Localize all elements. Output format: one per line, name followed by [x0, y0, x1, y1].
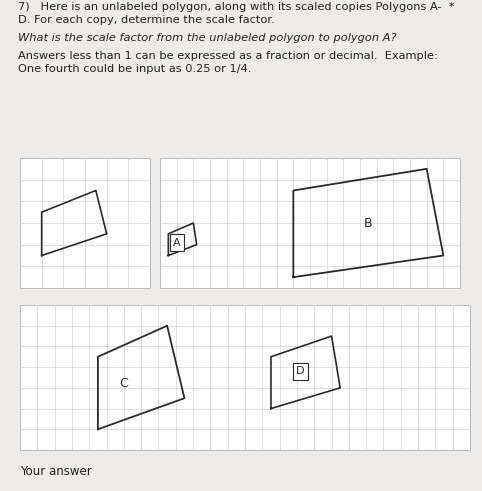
- Text: One fourth could be input as 0.25 or 1/4.: One fourth could be input as 0.25 or 1/4…: [18, 64, 252, 74]
- Text: D. For each copy, determine the scale factor.: D. For each copy, determine the scale fa…: [18, 15, 275, 25]
- Text: 7)   Here is an unlabeled polygon, along with its scaled copies Polygons A-  *: 7) Here is an unlabeled polygon, along w…: [18, 2, 455, 12]
- Bar: [20, 158, 150, 288]
- Text: What is the scale factor from the unlabeled polygon to polygon A?: What is the scale factor from the unlabe…: [18, 33, 397, 43]
- Text: Answers less than 1 can be expressed as a fraction or decimal.  Example:: Answers less than 1 can be expressed as …: [18, 51, 438, 61]
- Bar: [160, 158, 460, 288]
- Text: C: C: [120, 377, 128, 390]
- Text: B: B: [364, 217, 373, 229]
- Text: A: A: [173, 238, 180, 247]
- Bar: [20, 305, 470, 450]
- Text: D: D: [296, 366, 305, 376]
- Text: Your answer: Your answer: [20, 465, 92, 478]
